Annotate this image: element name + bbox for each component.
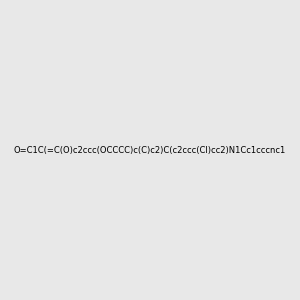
- Text: O=C1C(=C(O)c2ccc(OCCCC)c(C)c2)C(c2ccc(Cl)cc2)N1Cc1cccnc1: O=C1C(=C(O)c2ccc(OCCCC)c(C)c2)C(c2ccc(Cl…: [14, 146, 286, 154]
